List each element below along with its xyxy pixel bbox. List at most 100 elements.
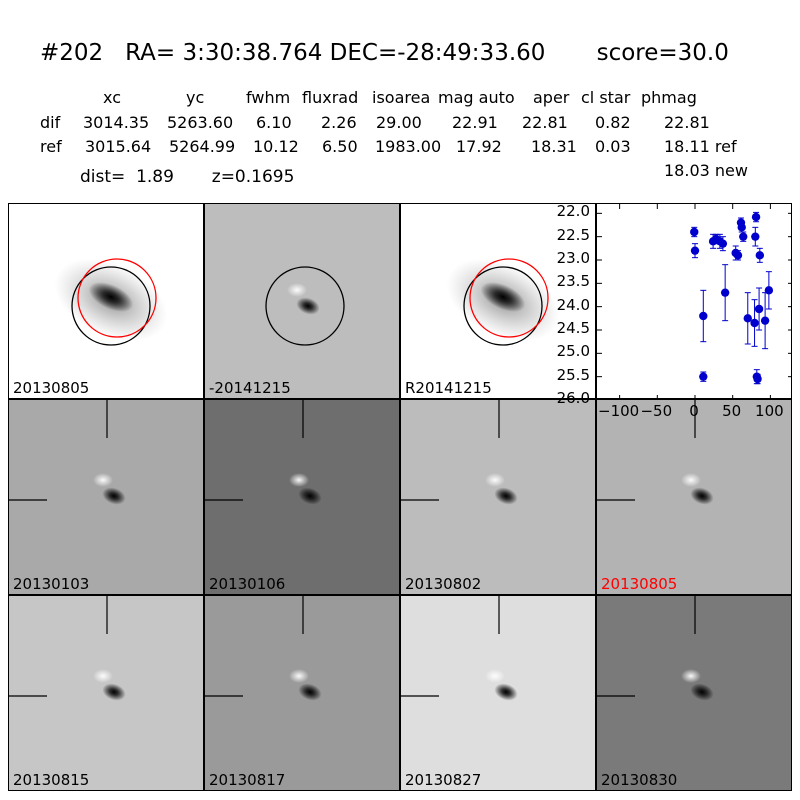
data-point bbox=[754, 304, 764, 314]
table-cell-ref-8: 18.11 ref bbox=[664, 137, 737, 156]
residual-dark bbox=[296, 297, 320, 315]
data-point bbox=[750, 318, 759, 328]
cutout-date-label: 20130805 bbox=[13, 379, 90, 397]
cutout-panel-3: 20130103 bbox=[8, 399, 204, 595]
ytick-label: 22.0 bbox=[556, 202, 590, 221]
cutout-image bbox=[54, 258, 168, 346]
cutout-panel-2: R20141215 bbox=[400, 203, 596, 399]
light-curve-svg bbox=[597, 204, 791, 398]
cutout-panel-8: 20130817 bbox=[204, 595, 400, 791]
table-cell-dif-3: 2.26 bbox=[321, 113, 357, 132]
table-cell-ref-5: 17.92 bbox=[456, 137, 502, 156]
data-point bbox=[718, 239, 728, 248]
table-header-3: fluxrad bbox=[302, 88, 359, 107]
cutout-panel-6: 20130805 bbox=[596, 399, 792, 595]
residual-bright bbox=[287, 283, 307, 297]
table-cell-ref-7: 0.03 bbox=[595, 137, 631, 156]
table-header-5: mag auto bbox=[438, 88, 515, 107]
data-point bbox=[755, 251, 765, 260]
cutout-date-label: 20130817 bbox=[209, 771, 286, 789]
ytick-label: 26.0 bbox=[556, 389, 590, 407]
table-cell-dif-5: 22.91 bbox=[452, 113, 498, 132]
cutout-image bbox=[9, 400, 126, 505]
cutout-panel-1: -20141215 bbox=[204, 203, 400, 399]
table-cell-ref-3: 6.50 bbox=[322, 137, 358, 156]
data-point bbox=[751, 212, 761, 222]
cutout-image bbox=[401, 400, 518, 505]
aperture-black-circle bbox=[265, 266, 345, 346]
cutout-image bbox=[401, 596, 518, 701]
cutout-panel-4: 20130106 bbox=[204, 399, 400, 595]
ytick-label: 24.0 bbox=[556, 295, 590, 314]
cutout-date-label: R20141215 bbox=[405, 379, 492, 397]
cutout-panel-10: 20130830 bbox=[596, 595, 792, 791]
data-point bbox=[699, 372, 708, 381]
ytick-label: 24.5 bbox=[556, 319, 590, 337]
data-point bbox=[737, 223, 746, 232]
table-header-0: xc bbox=[103, 88, 121, 107]
data-point bbox=[739, 232, 748, 241]
data-point bbox=[690, 227, 699, 237]
galaxy-core bbox=[480, 282, 526, 312]
residual-dark bbox=[494, 487, 518, 505]
table-cell-dif-0: 3014.35 bbox=[83, 113, 150, 132]
table-header-6: aper bbox=[533, 88, 570, 107]
cutout-image bbox=[205, 400, 322, 505]
data-point bbox=[720, 288, 730, 297]
ytick-label: 23.5 bbox=[556, 272, 590, 291]
residual-dark bbox=[298, 487, 322, 505]
page-title: #202 RA= 3:30:38.764 DEC=-28:49:33.60 sc… bbox=[40, 40, 729, 66]
table-extra-phmag: 18.03 new bbox=[664, 161, 748, 180]
ytick-label: 22.5 bbox=[556, 225, 590, 244]
cutout-panel-5: 20130802 bbox=[400, 399, 596, 595]
data-point bbox=[751, 232, 760, 241]
residual-bright bbox=[485, 473, 505, 487]
table-header-1: yc bbox=[186, 88, 205, 107]
xtick-label: −100 bbox=[598, 402, 640, 420]
cutout-panel-7: 20130815 bbox=[8, 595, 204, 791]
data-point bbox=[764, 286, 774, 295]
data-point bbox=[743, 314, 752, 323]
table-cell-dif-4: 29.00 bbox=[376, 113, 422, 132]
table-cell-dif-2: 6.10 bbox=[256, 113, 292, 132]
light-curve-plot bbox=[596, 203, 792, 399]
table-cell-dif-1: 5263.60 bbox=[167, 113, 234, 132]
table-row-name-ref: ref bbox=[40, 137, 62, 156]
cutout-image bbox=[205, 596, 322, 701]
cutout-date-label: 20130802 bbox=[405, 575, 482, 593]
cutout-date-label: 20130103 bbox=[13, 575, 90, 593]
cutout-date-label: 20130827 bbox=[405, 771, 482, 789]
cutout-date-label: 20130106 bbox=[209, 575, 286, 593]
table-header-7: cl star bbox=[581, 88, 631, 107]
cutout-date-label: 20130815 bbox=[13, 771, 90, 789]
ytick-label: 25.5 bbox=[556, 365, 590, 384]
aperture-red-circle bbox=[77, 258, 157, 338]
cutout-image bbox=[597, 400, 714, 505]
table-cell-ref-0: 3015.64 bbox=[85, 137, 152, 156]
dist-redshift-line: dist= 1.89 z=0.1695 bbox=[80, 167, 295, 187]
residual-dark bbox=[298, 683, 322, 701]
xtick-label: 0 bbox=[689, 402, 699, 420]
table-header-2: fwhm bbox=[246, 88, 291, 107]
cutout-date-label: 20130805 bbox=[601, 575, 678, 593]
residual-bright bbox=[289, 669, 309, 683]
data-point bbox=[699, 311, 708, 321]
data-point bbox=[733, 251, 743, 260]
table-cell-ref-2: 10.12 bbox=[253, 137, 299, 156]
aperture-black-circle bbox=[71, 266, 151, 346]
cutout-image bbox=[446, 258, 560, 346]
cutout-image bbox=[597, 596, 714, 701]
table-cell-ref-4: 1983.00 bbox=[375, 137, 442, 156]
table-cell-dif-7: 0.82 bbox=[595, 113, 631, 132]
table-row-name-dif: dif bbox=[40, 113, 61, 132]
data-point bbox=[753, 374, 762, 384]
xtick-label: 100 bbox=[755, 402, 784, 420]
data-point bbox=[760, 316, 770, 325]
cutout-image bbox=[9, 596, 126, 701]
table-header-8: phmag bbox=[641, 88, 697, 107]
table-cell-dif-8: 22.81 bbox=[664, 113, 710, 132]
data-point bbox=[690, 246, 700, 255]
residual-dark bbox=[494, 683, 518, 701]
galaxy-core bbox=[88, 282, 134, 312]
aperture-red-circle bbox=[469, 258, 549, 338]
